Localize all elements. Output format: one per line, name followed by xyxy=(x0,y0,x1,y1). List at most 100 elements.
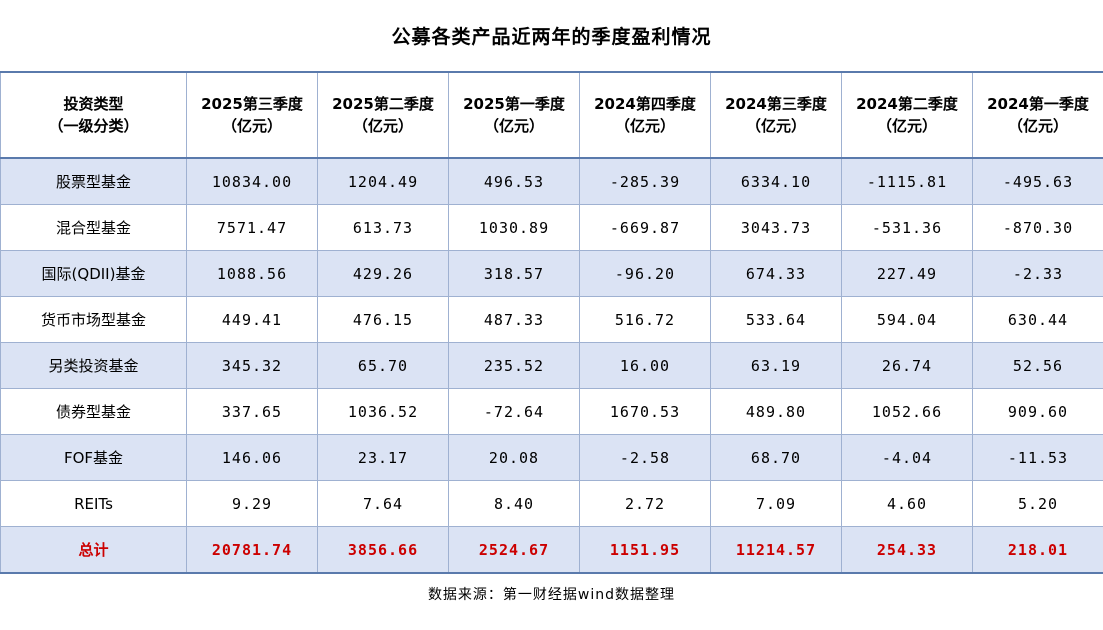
header-line2: （亿元） xyxy=(614,117,675,135)
value-cell: 429.26 xyxy=(317,250,449,297)
header-line2: （亿元） xyxy=(483,117,544,135)
value-cell: -11.53 xyxy=(972,434,1103,481)
header-row: 投资类型 （一级分类） 2025第三季度 （亿元） 2025第二季度 （亿元） 2025… xyxy=(0,71,1103,159)
table-row: 混合型基金 7571.47 613.73 1030.89 -669.87 3043.73-… xyxy=(0,204,1103,251)
value-cell: 489.80 xyxy=(710,388,842,435)
header-cell-quarter: 2024第四季度 （亿元） xyxy=(579,71,711,159)
value-cell: 26.74 xyxy=(841,342,973,389)
table-body: 股票型基金 10834.00 1204.49 496.53 -285.39 6334.10… xyxy=(0,157,1103,574)
table-row: FOF基金 146.06 23.17 20.08 -2.58 68.70 -4.04 -11.… xyxy=(0,434,1103,481)
value-cell: -870.30 xyxy=(972,204,1103,251)
header-cell-quarter: 2025第二季度 （亿元） xyxy=(317,71,449,159)
value-cell: 337.65 xyxy=(186,388,318,435)
header-line1: 2024第四季度 xyxy=(594,95,696,113)
value-cell: 11214.57 xyxy=(710,526,842,574)
value-cell: -495.63 xyxy=(972,157,1103,205)
value-cell: 533.64 xyxy=(710,296,842,343)
header-cell-investment-type: 投资类型 （一级分类） xyxy=(0,71,187,159)
row-label: 另类投资基金 xyxy=(0,342,187,389)
value-cell: 496.53 xyxy=(448,157,580,205)
header-line2: （亿元） xyxy=(1007,117,1068,135)
value-cell: 516.72 xyxy=(579,296,711,343)
value-cell: 146.06 xyxy=(186,434,318,481)
header-line2: （亿元） xyxy=(221,117,282,135)
value-cell: 68.70 xyxy=(710,434,842,481)
header-line1: 2025第一季度 xyxy=(463,95,565,113)
value-cell: 1088.56 xyxy=(186,250,318,297)
value-cell: 20.08 xyxy=(448,434,580,481)
header-cell-quarter: 2024第三季度 （亿元） xyxy=(710,71,842,159)
value-cell: 909.60 xyxy=(972,388,1103,435)
row-label: 货币市场型基金 xyxy=(0,296,187,343)
value-cell: 630.44 xyxy=(972,296,1103,343)
value-cell: 1670.53 xyxy=(579,388,711,435)
quarterly-profit-table: 投资类型 （一级分类） 2025第三季度 （亿元） 2025第二季度 （亿元） 2025… xyxy=(0,71,1103,574)
value-cell: 1151.95 xyxy=(579,526,711,574)
value-cell: 16.00 xyxy=(579,342,711,389)
value-cell: 235.52 xyxy=(448,342,580,389)
header-line2: （亿元） xyxy=(352,117,413,135)
header-line1: 2025第二季度 xyxy=(332,95,434,113)
value-cell: 4.60 xyxy=(841,480,973,527)
value-cell: 487.33 xyxy=(448,296,580,343)
value-cell: 674.33 xyxy=(710,250,842,297)
value-cell: 1030.89 xyxy=(448,204,580,251)
header-line1: 2025第三季度 xyxy=(201,95,303,113)
header-line1: 2024第一季度 xyxy=(987,95,1089,113)
value-cell: 7571.47 xyxy=(186,204,318,251)
value-cell: 63.19 xyxy=(710,342,842,389)
total-row: 总计 20781.74 3856.66 2524.67 1151.95 11214.57 2… xyxy=(0,526,1103,574)
header-cell-quarter: 2025第三季度 （亿元） xyxy=(186,71,318,159)
value-cell: 476.15 xyxy=(317,296,449,343)
value-cell: 2.72 xyxy=(579,480,711,527)
table-row: 货币市场型基金 449.41 476.15 487.33 516.72 533.64 594… xyxy=(0,296,1103,343)
value-cell: -72.64 xyxy=(448,388,580,435)
data-source-note: 数据来源：第一财经据wind数据整理 xyxy=(427,587,676,603)
header-line2: （亿元） xyxy=(745,117,806,135)
page-title: 公募各类产品近两年的季度盈利情况 xyxy=(391,26,712,48)
value-cell: -2.33 xyxy=(972,250,1103,297)
row-label: REITs xyxy=(0,480,187,527)
value-cell: 7.09 xyxy=(710,480,842,527)
value-cell: 594.04 xyxy=(841,296,973,343)
value-cell: -531.36 xyxy=(841,204,973,251)
value-cell: 218.01 xyxy=(972,526,1103,574)
value-cell: 449.41 xyxy=(186,296,318,343)
row-label: 混合型基金 xyxy=(0,204,187,251)
value-cell: -96.20 xyxy=(579,250,711,297)
value-cell: 613.73 xyxy=(317,204,449,251)
value-cell: -1115.81 xyxy=(841,157,973,205)
value-cell: 1036.52 xyxy=(317,388,449,435)
value-cell: 8.40 xyxy=(448,480,580,527)
value-cell: -4.04 xyxy=(841,434,973,481)
header-cell-quarter: 2024第一季度 （亿元） xyxy=(972,71,1103,159)
header-cell-quarter: 2025第一季度 （亿元） xyxy=(448,71,580,159)
header-line2: （亿元） xyxy=(876,117,937,135)
value-cell: 3043.73 xyxy=(710,204,842,251)
value-cell: 52.56 xyxy=(972,342,1103,389)
row-label: 债券型基金 xyxy=(0,388,187,435)
table-row: 另类投资基金 345.32 65.70 235.52 16.00 63.19 26.74 52… xyxy=(0,342,1103,389)
value-cell: 9.29 xyxy=(186,480,318,527)
row-label: 股票型基金 xyxy=(0,157,187,205)
value-cell: 20781.74 xyxy=(186,526,318,574)
row-label: 国际(QDII)基金 xyxy=(0,250,187,297)
table-row: 国际(QDII)基金 1088.56 429.26 318.57 -96.20 674.3… xyxy=(0,250,1103,297)
header-line1: 2024第三季度 xyxy=(725,95,827,113)
header-line1: 投资类型 xyxy=(63,95,124,113)
value-cell: 5.20 xyxy=(972,480,1103,527)
value-cell: 227.49 xyxy=(841,250,973,297)
value-cell: -2.58 xyxy=(579,434,711,481)
value-cell: 23.17 xyxy=(317,434,449,481)
header-line1: 2024第二季度 xyxy=(856,95,958,113)
value-cell: 1204.49 xyxy=(317,157,449,205)
value-cell: 3856.66 xyxy=(317,526,449,574)
value-cell: 318.57 xyxy=(448,250,580,297)
header-cell-quarter: 2024第二季度 （亿元） xyxy=(841,71,973,159)
value-cell: -669.87 xyxy=(579,204,711,251)
row-label: 总计 xyxy=(0,526,187,574)
value-cell: 6334.10 xyxy=(710,157,842,205)
value-cell: 254.33 xyxy=(841,526,973,574)
table-row: 债券型基金 337.65 1036.52 -72.64 1670.53 489.80 105… xyxy=(0,388,1103,435)
value-cell: -285.39 xyxy=(579,157,711,205)
